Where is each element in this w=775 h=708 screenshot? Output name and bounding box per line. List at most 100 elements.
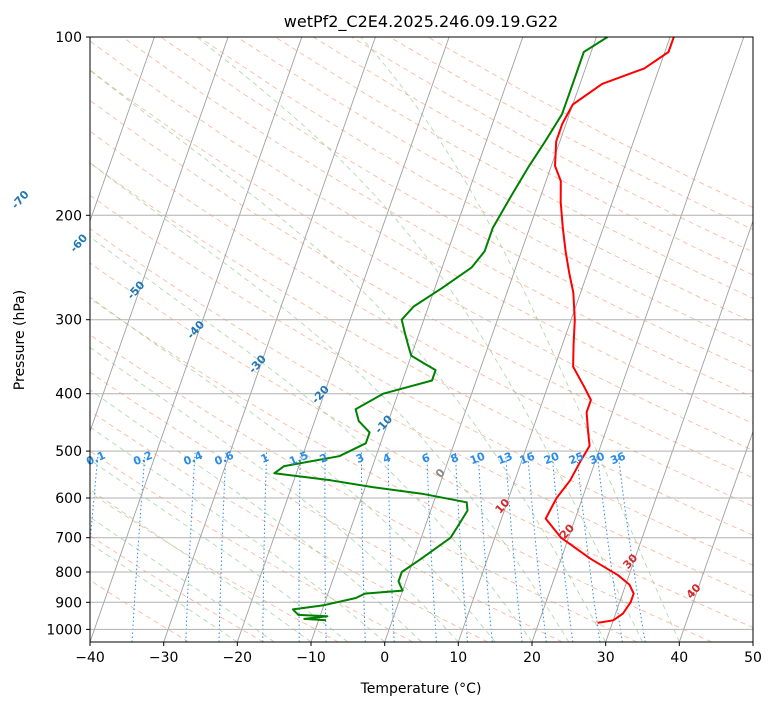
mixing-ratio-label: 8 — [449, 451, 461, 466]
dry-adiabat — [90, 410, 488, 642]
isotherm — [678, 430, 753, 642]
y-tick-label: 900 — [55, 595, 82, 611]
mixing-ratio-line — [551, 451, 574, 642]
dry-adiabat — [90, 262, 753, 628]
mixing-ratio-label: 0.2 — [131, 449, 154, 468]
moist-adiabat — [90, 426, 385, 642]
mixing-ratio-line — [387, 451, 395, 642]
dry-adiabat — [90, 99, 753, 479]
isotherm — [310, 37, 524, 642]
mixing-ratio-label: 1.5 — [287, 449, 310, 468]
x-tick-label: 50 — [744, 650, 762, 666]
isotherm — [90, 37, 303, 642]
x-tick-label: 40 — [670, 650, 688, 666]
mixing-ratio-line — [527, 451, 547, 642]
x-tick-label: −40 — [75, 650, 105, 666]
mixing-ratio-line — [617, 451, 646, 642]
isotherm — [457, 37, 671, 642]
isotherm-label: -10 — [372, 412, 395, 436]
isotherm-label: -30 — [246, 352, 269, 376]
mixing-ratio-line — [298, 451, 301, 642]
dry-adiabat — [90, 69, 753, 451]
x-tick-label: 30 — [597, 650, 615, 666]
y-tick-label: 600 — [55, 491, 82, 507]
mixing-ratio-label: 3 — [354, 451, 366, 466]
mixing-ratio-line — [131, 451, 146, 642]
isotherm — [0, 37, 7, 642]
y-tick-label: 800 — [55, 565, 82, 581]
mixing-ratio-label: 25 — [567, 450, 586, 468]
isotherm-label: -40 — [184, 318, 207, 342]
dry-adiabat — [90, 535, 264, 642]
moist-adiabat — [90, 542, 238, 642]
series-line-red — [544, 37, 675, 624]
x-axis: −40 −30 −20 −10 0 10 20 30 40 50 — [75, 642, 762, 666]
dry-adiabat — [90, 579, 190, 642]
mixing-ratio-line — [90, 451, 99, 548]
mixing-ratio-label: 36 — [608, 449, 627, 467]
x-tick-label: 20 — [523, 650, 541, 666]
isotherm-label: -70 — [9, 188, 32, 212]
dry-adiabat — [198, 37, 753, 348]
dry-adiabat — [160, 37, 753, 373]
moist-adiabat — [90, 162, 570, 642]
dry-adiabat — [90, 194, 753, 566]
moist-adiabat — [90, 346, 459, 642]
isotherm-label: 30 — [620, 551, 640, 571]
mixing-ratio-line — [596, 451, 623, 642]
dry-adiabat — [90, 40, 753, 424]
moist-adiabat — [360, 37, 680, 642]
mixing-ratio-label: 1 — [259, 451, 271, 466]
y-tick-label: 300 — [55, 313, 82, 329]
x-tick-label: −30 — [149, 650, 179, 666]
x-tick-label: 0 — [380, 650, 389, 666]
moist-adiabat — [90, 296, 496, 642]
dry-adiabat — [313, 37, 753, 276]
moist-adiabat — [90, 69, 607, 642]
mixing-ratio-label: 0.1 — [84, 449, 107, 468]
dry-adiabat — [90, 371, 563, 642]
x-tick-label: −10 — [296, 650, 326, 666]
y-tick-label: 400 — [55, 387, 82, 403]
isotherm — [90, 37, 155, 223]
isotherm — [605, 219, 753, 642]
isotherm — [236, 37, 450, 642]
dry-adiabat — [90, 334, 638, 642]
moist-adiabat — [90, 389, 422, 642]
plot-frame — [89, 36, 754, 643]
dry-adiabat — [274, 37, 753, 299]
dry-adiabat — [90, 162, 753, 536]
y-axis-title: Pressure (hPa) — [12, 290, 28, 390]
y-tick-label: 700 — [55, 531, 82, 547]
isotherm-label: -60 — [67, 231, 90, 255]
x-axis-title: Temperature (°C) — [360, 681, 482, 697]
mixing-ratio-label: 6 — [420, 451, 432, 466]
dry-adiabat — [122, 37, 753, 398]
dry-adiabat — [90, 492, 339, 642]
mixing-ratio-label: 4 — [381, 451, 393, 466]
isotherm-label: -50 — [125, 278, 148, 302]
mixing-ratio-label: 30 — [588, 449, 607, 467]
mixing-ratio-line — [360, 451, 366, 642]
series-layer — [273, 37, 675, 624]
x-tick-label: −20 — [223, 650, 253, 666]
mixing-ratio-line — [477, 451, 493, 642]
isotherm — [384, 37, 597, 642]
dry-adiabat — [90, 130, 753, 507]
dry-adiabat — [427, 37, 753, 209]
dry-adiabat — [389, 37, 753, 231]
dry-adiabat — [90, 450, 414, 642]
chart-title: wetPf2_C2E4.2025.246.09.19.G22 — [284, 12, 558, 32]
mixing-ratio-line — [185, 451, 196, 642]
mixing-ratio-line — [504, 451, 523, 642]
grid-lines — [0, 37, 753, 642]
dry-adiabat — [90, 228, 753, 597]
y-tick-label: 500 — [55, 444, 82, 460]
y-tick-label: 100 — [55, 30, 82, 46]
y-tick-label: 200 — [55, 208, 82, 224]
x-tick-label: 10 — [449, 650, 467, 666]
series-line-green — [273, 37, 609, 622]
y-axis: 100 200 300 400 500 600 700 800 900 1000 — [46, 30, 90, 638]
moist-adiabat — [90, 236, 533, 642]
